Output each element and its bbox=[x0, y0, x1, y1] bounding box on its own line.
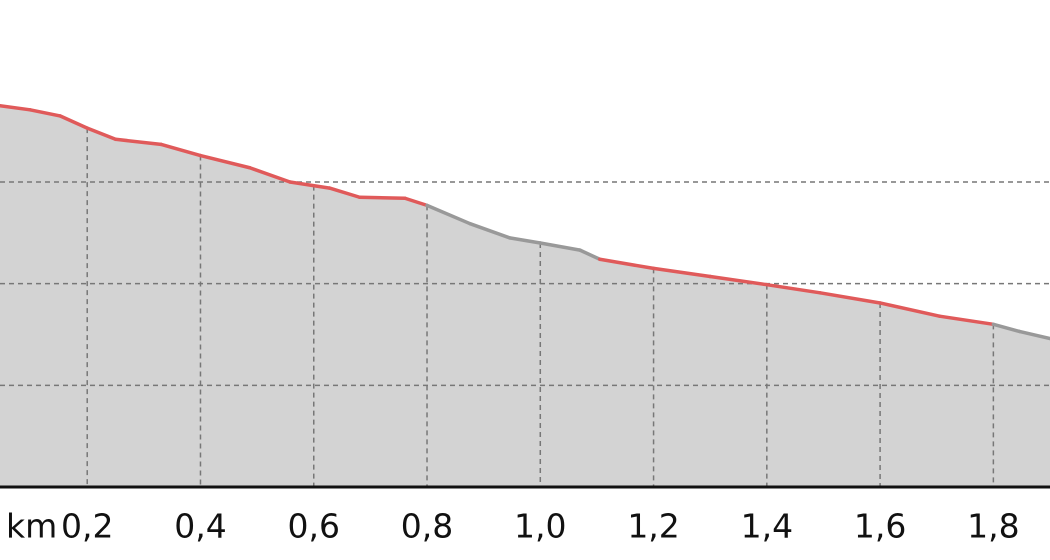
x-tick-label: 1,0 bbox=[514, 507, 566, 546]
profile-segment bbox=[507, 236, 543, 245]
x-tick-label: 1,4 bbox=[741, 507, 793, 546]
x-axis-label: km bbox=[6, 507, 57, 546]
x-tick-label: 1,2 bbox=[627, 507, 679, 546]
profile-segment bbox=[818, 291, 882, 305]
profile-segment bbox=[578, 248, 602, 262]
profile-segment bbox=[468, 221, 512, 240]
profile-segment bbox=[159, 142, 203, 158]
profile-segment bbox=[327, 186, 362, 199]
profile-segment bbox=[248, 166, 292, 184]
profile-segment bbox=[113, 137, 163, 147]
area bbox=[0, 105, 1050, 488]
x-tick-label: 0,8 bbox=[401, 507, 453, 546]
profile-segment bbox=[991, 322, 1022, 334]
profile-segment bbox=[85, 126, 118, 142]
profile-segment bbox=[288, 180, 332, 190]
profile-segment bbox=[598, 257, 656, 271]
profile-segment bbox=[198, 153, 252, 170]
profile-segment bbox=[538, 241, 582, 252]
profile-segment bbox=[425, 203, 472, 226]
profile-segment bbox=[878, 301, 942, 318]
x-tick-label: 1,6 bbox=[854, 507, 906, 546]
profile-segment bbox=[403, 196, 429, 208]
x-tick-label: 0,6 bbox=[288, 507, 340, 546]
profile-segment bbox=[1017, 329, 1050, 341]
x-tick-label: 0,2 bbox=[61, 507, 113, 546]
profile-segment bbox=[708, 274, 769, 287]
x-tick-label: 1,8 bbox=[967, 507, 1019, 546]
profile-segment bbox=[28, 108, 62, 118]
profile-segment bbox=[937, 314, 996, 327]
profile-segment bbox=[0, 103, 32, 112]
x-tick-label: 0,4 bbox=[174, 507, 226, 546]
profile-segment bbox=[58, 114, 89, 130]
profile-segment bbox=[357, 195, 407, 201]
profile-segment bbox=[651, 266, 712, 279]
profile-segment bbox=[765, 282, 822, 295]
